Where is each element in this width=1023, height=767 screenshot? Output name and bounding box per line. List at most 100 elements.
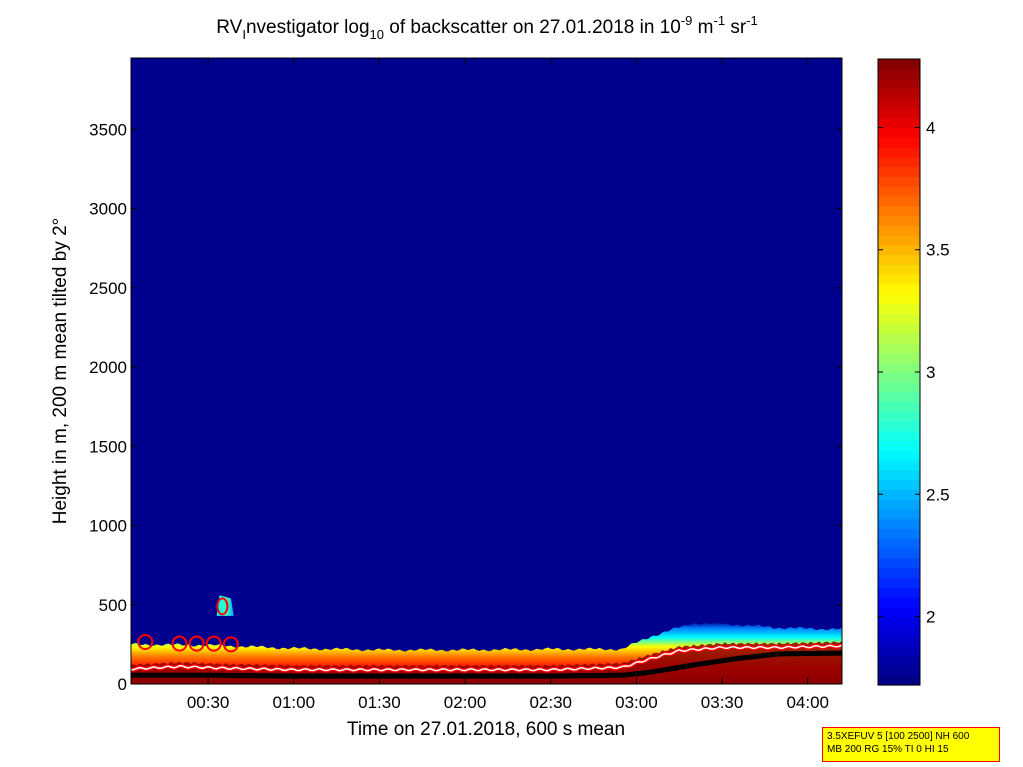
colorbar-cell bbox=[878, 352, 920, 363]
colorbar-cell bbox=[878, 147, 920, 158]
colorbar-cell bbox=[878, 323, 920, 334]
x-tick-label: 04:00 bbox=[786, 693, 829, 712]
colorbar-cell bbox=[878, 332, 920, 344]
colorbar-tick-label: 2 bbox=[926, 608, 935, 627]
colorbar-cell bbox=[878, 235, 920, 246]
colorbar-cell bbox=[878, 460, 920, 471]
colorbar-cell bbox=[878, 440, 920, 451]
colorbar-cell bbox=[878, 381, 920, 393]
contour-blob bbox=[137, 634, 154, 651]
colorbar-cell bbox=[878, 469, 920, 481]
x-tick-label: 00:30 bbox=[187, 693, 230, 712]
settings-line-1: 3.5XEFUV 5 [100 2500] NH 600 bbox=[827, 731, 970, 742]
colorbar-cell bbox=[878, 78, 920, 89]
feature-contour bbox=[216, 597, 229, 616]
contour-blob bbox=[188, 635, 205, 652]
settings-line-2: MB 200 RG 15% TI 0 HI 15 bbox=[827, 744, 949, 755]
settings-info-box: 3.5XEFUV 5 [100 2500] NH 600 MB 200 RG 1… bbox=[822, 727, 1000, 762]
boundary-layer-core bbox=[131, 640, 842, 684]
y-tick-label: 3000 bbox=[89, 200, 127, 219]
colorbar-cell bbox=[878, 450, 920, 461]
colorbar-cell bbox=[878, 626, 920, 637]
colorbar-cell bbox=[878, 401, 920, 412]
colorbar-cell bbox=[878, 616, 920, 627]
elevated-feature bbox=[216, 595, 234, 616]
contour-blob bbox=[205, 635, 222, 652]
plot-background bbox=[131, 58, 842, 684]
colorbar-cell bbox=[878, 538, 920, 549]
colorbar-cell bbox=[878, 254, 920, 266]
y-axis-label: Height in m, 200 m mean tilted by 2° bbox=[50, 218, 71, 524]
colorbar-cell bbox=[878, 176, 920, 187]
y-axis: 0 500 1000 1500 2000 2500 3000 3500 bbox=[89, 120, 842, 694]
plot-area bbox=[130, 57, 843, 685]
y-tick-label: 500 bbox=[99, 596, 127, 615]
colorbar-cell bbox=[878, 675, 920, 686]
colorbar-tick-label: 2.5 bbox=[926, 485, 950, 504]
colorbar-cell bbox=[878, 606, 920, 618]
colorbar-cell bbox=[878, 137, 920, 148]
colorbar: 2 2.5 3 3.5 4 bbox=[877, 58, 950, 686]
colorbar-cell bbox=[878, 107, 920, 119]
colorbar-cells bbox=[878, 59, 920, 686]
colorbar-tick-label: 3 bbox=[926, 363, 935, 382]
y-tick-label: 2000 bbox=[89, 358, 127, 377]
colorbar-cell bbox=[878, 479, 920, 490]
y-tick-label: 3500 bbox=[89, 120, 127, 139]
colorbar-cell bbox=[878, 430, 920, 442]
colorbar-cell bbox=[878, 205, 920, 217]
colorbar-cell bbox=[878, 645, 920, 657]
colorbar-cell bbox=[878, 283, 920, 295]
contour-blob bbox=[171, 635, 188, 652]
mixing-layer-line bbox=[131, 650, 842, 679]
colorbar-cell bbox=[878, 98, 920, 109]
x-tick-label: 01:00 bbox=[272, 693, 315, 712]
colorbar-cell bbox=[878, 372, 920, 383]
y-tick-label: 1500 bbox=[89, 437, 127, 456]
colorbar-cell bbox=[878, 528, 920, 539]
colorbar-cell bbox=[878, 293, 920, 305]
colorbar-cell bbox=[878, 557, 920, 569]
colorbar-cell bbox=[878, 186, 920, 197]
x-tick-label: 03:00 bbox=[615, 693, 658, 712]
colorbar-cell bbox=[878, 391, 920, 402]
colorbar-ticks: 2 2.5 3 3.5 4 bbox=[878, 118, 950, 627]
colorbar-cell bbox=[878, 195, 920, 207]
colorbar-cell bbox=[878, 655, 920, 667]
colorbar-cell bbox=[878, 665, 920, 676]
x-axis-label: Time on 27.01.2018, 600 s mean bbox=[347, 719, 625, 740]
chart-title: RVInvestigator log10 of backscatter on 2… bbox=[216, 13, 757, 42]
plot-frame bbox=[130, 57, 843, 685]
colorbar-cell bbox=[878, 362, 920, 373]
y-tick-label: 0 bbox=[118, 675, 127, 694]
x-tick-label: 02:00 bbox=[444, 693, 487, 712]
colorbar-cell bbox=[878, 166, 920, 177]
colorbar-cell bbox=[878, 420, 920, 432]
y-tick-label: 2500 bbox=[89, 279, 127, 298]
colorbar-cell bbox=[878, 127, 920, 138]
colorbar-cell bbox=[878, 499, 920, 510]
colorbar-tick-label: 3.5 bbox=[926, 241, 950, 260]
colorbar-cell bbox=[878, 215, 920, 226]
colorbar-cell bbox=[878, 411, 920, 422]
white-contour-line bbox=[131, 644, 842, 672]
colorbar-cell bbox=[878, 577, 920, 588]
colorbar-cell bbox=[878, 264, 920, 275]
colorbar-cell bbox=[878, 88, 920, 99]
colorbar-cell bbox=[878, 313, 920, 324]
colorbar-cell bbox=[878, 548, 920, 559]
colorbar-cell bbox=[878, 518, 920, 530]
colorbar-cell bbox=[878, 489, 920, 500]
colorbar-cell bbox=[878, 567, 920, 579]
x-tick-label: 01:30 bbox=[358, 693, 401, 712]
colorbar-cell bbox=[878, 587, 920, 598]
x-tick-label: 03:30 bbox=[701, 693, 744, 712]
colorbar-cell bbox=[878, 59, 920, 70]
colorbar-cell bbox=[878, 596, 920, 608]
y-tick-label: 1000 bbox=[89, 517, 127, 536]
colorbar-cell bbox=[878, 274, 920, 285]
colorbar-cell bbox=[878, 68, 920, 80]
x-tick-label: 02:30 bbox=[529, 693, 572, 712]
colorbar-cell bbox=[878, 117, 920, 129]
